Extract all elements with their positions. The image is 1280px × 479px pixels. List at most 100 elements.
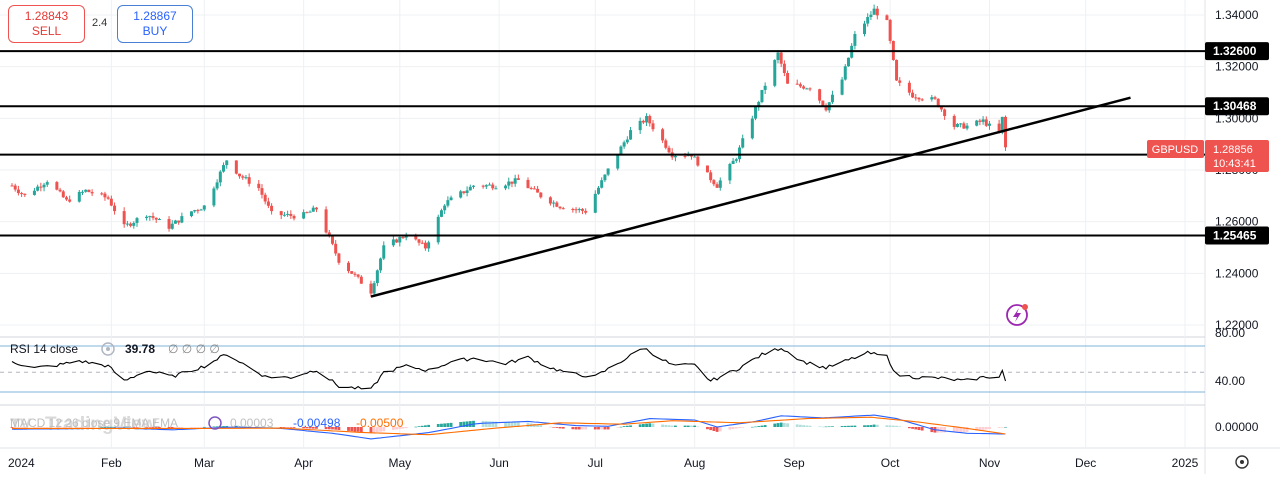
- macd-histogram-bar: [978, 427, 982, 431]
- candle-body: [888, 20, 892, 41]
- candle-body: [507, 181, 511, 186]
- macd-histogram-bar: [17, 427, 20, 428]
- buy-label: BUY: [142, 24, 168, 38]
- macd-histogram-bar: [481, 420, 485, 427]
- eye-icon[interactable]: [208, 416, 222, 430]
- macd-histogram-bar: [180, 427, 184, 428]
- buy-button[interactable]: 1.28867 BUY: [117, 5, 193, 43]
- candle-body: [661, 129, 665, 141]
- candle-body: [705, 165, 709, 173]
- level-price-label: 1.25465: [1213, 228, 1257, 242]
- candle-body: [920, 99, 924, 101]
- gear-icon[interactable]: [1235, 455, 1249, 469]
- macd-histogram-bar: [907, 427, 911, 429]
- candle-body: [292, 215, 296, 219]
- candle-body: [718, 180, 722, 188]
- macd-histogram-bar: [106, 426, 110, 428]
- macd-histogram-bar: [782, 422, 786, 427]
- sell-button[interactable]: 1.28843 SELL: [8, 5, 85, 43]
- candle-body: [32, 190, 36, 195]
- candle-body: [622, 142, 626, 147]
- macd-legend-macd: -0.00498: [293, 416, 341, 430]
- candle-body: [731, 160, 735, 165]
- macd-histogram-bar: [577, 427, 581, 430]
- candle-body: [395, 239, 399, 243]
- macd-histogram-bar: [311, 427, 315, 429]
- macd-histogram-bar: [981, 427, 985, 430]
- macd-histogram-bar: [420, 425, 424, 427]
- macd-histogram-bar: [270, 426, 273, 428]
- time-axis-label: Feb: [101, 456, 122, 470]
- macd-histogram-bar: [286, 427, 290, 428]
- candle-body: [311, 207, 315, 212]
- candle-body: [715, 184, 719, 188]
- candle-body: [103, 193, 107, 198]
- candle-body: [327, 232, 331, 236]
- rsi-legend[interactable]: RSI 14 close 39.78 ∅ ∅ ∅ ∅: [10, 342, 220, 356]
- macd-histogram-bar: [36, 427, 40, 428]
- candle-body: [895, 59, 899, 81]
- macd-histogram-bar: [417, 426, 421, 427]
- candle-body: [504, 185, 508, 189]
- macd-legend-hist: 0.00003: [230, 416, 274, 430]
- candle-body: [939, 106, 943, 110]
- macd-histogram-bar: [193, 427, 197, 428]
- macd-histogram-bar: [741, 427, 745, 428]
- macd-histogram-bar: [449, 422, 453, 427]
- macd-histogram-bar: [199, 427, 203, 428]
- candle-body: [763, 85, 767, 90]
- macd-histogram-bar: [308, 427, 312, 429]
- candle-body: [734, 159, 738, 161]
- candle-body: [513, 178, 517, 184]
- candle-body: [510, 181, 514, 184]
- candle-body: [212, 188, 216, 206]
- macd-histogram-bar: [805, 425, 809, 427]
- macd-histogram-bar: [638, 424, 642, 427]
- candle-body: [199, 209, 203, 211]
- candle-body: [132, 222, 136, 226]
- trendline[interactable]: [370, 96, 1131, 298]
- macd-histogram-bar: [645, 423, 648, 427]
- candle-body: [151, 216, 155, 218]
- macd-histogram-bar: [215, 426, 219, 427]
- macd-histogram-bar: [930, 427, 934, 433]
- macd-legend[interactable]: MACD 12 26 close 9 EMA EMA 0.00003 -0.00…: [10, 416, 404, 430]
- eye-icon[interactable]: [101, 342, 115, 356]
- candle-body: [465, 190, 469, 193]
- candle-body: [356, 274, 360, 277]
- badge-symbol: GBPUSD: [1152, 144, 1199, 156]
- macd-histogram-bar: [379, 427, 382, 432]
- candle-body: [869, 14, 873, 18]
- macd-histogram-bar: [196, 427, 200, 428]
- macd-histogram-bar: [289, 427, 293, 428]
- candle-body: [260, 188, 264, 195]
- macd-histogram-bar: [436, 424, 440, 427]
- time-axis-label: Jun: [489, 456, 508, 470]
- lightning-alert-icon[interactable]: [1006, 304, 1028, 326]
- candle-body: [244, 177, 248, 179]
- macd-histogram-bar: [491, 421, 495, 427]
- macd-histogram-bar: [135, 427, 139, 428]
- macd-histogram-bar: [375, 427, 379, 433]
- macd-histogram-bar: [885, 425, 889, 427]
- candle-body: [580, 209, 584, 211]
- candle-body: [750, 118, 754, 139]
- candle-body: [90, 192, 94, 194]
- candle-body: [757, 101, 761, 107]
- macd-histogram-bar: [68, 427, 72, 428]
- candle-body: [193, 210, 197, 212]
- macd-histogram-bar: [132, 427, 136, 428]
- candle-body: [215, 182, 219, 189]
- candle-body: [529, 188, 533, 190]
- candle-body: [686, 155, 690, 157]
- macd-histogram-bar: [824, 426, 828, 428]
- macd-histogram-bar: [786, 423, 789, 427]
- candle-body: [843, 66, 847, 80]
- time-axis-label: Sep: [783, 456, 805, 470]
- candle-body: [196, 210, 200, 212]
- candle-body: [247, 177, 251, 184]
- candle-body: [459, 191, 463, 198]
- macd-histogram-bar: [145, 427, 149, 428]
